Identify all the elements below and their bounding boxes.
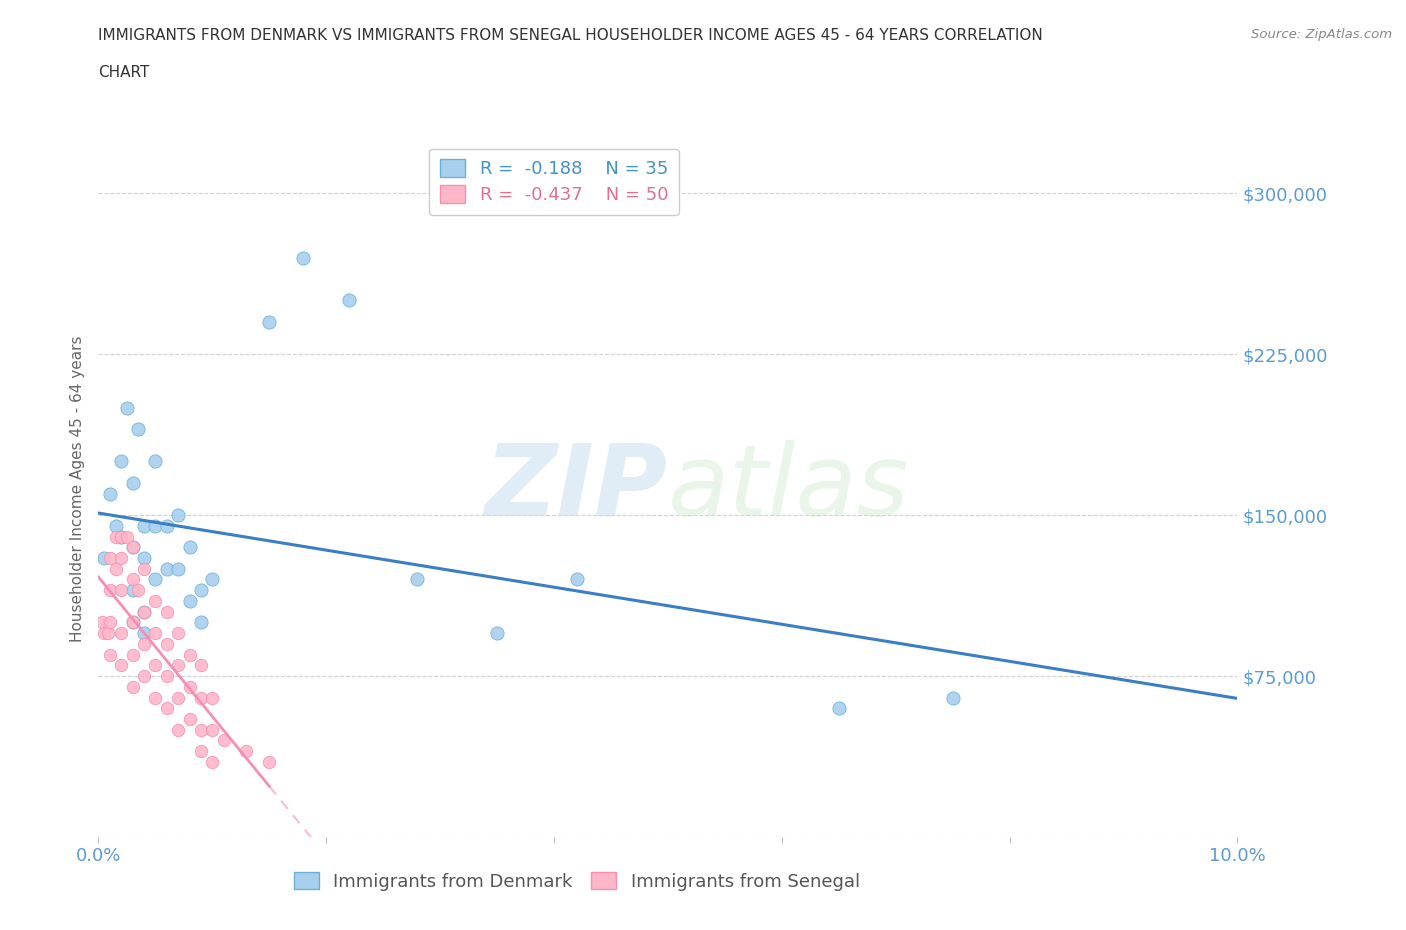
Point	[942, 690, 965, 705]
Point	[115, 400, 138, 415]
Point	[156, 604, 179, 619]
Point	[132, 604, 155, 619]
Point	[121, 539, 143, 554]
Point	[190, 723, 212, 737]
Point	[93, 551, 115, 565]
Text: CHART: CHART	[98, 65, 150, 80]
Point	[110, 551, 132, 565]
Point	[98, 647, 121, 662]
Legend: Immigrants from Denmark, Immigrants from Senegal: Immigrants from Denmark, Immigrants from…	[287, 865, 868, 897]
Point	[201, 754, 224, 769]
Point	[145, 690, 167, 705]
Point	[104, 562, 127, 577]
Point	[132, 518, 155, 533]
Point	[132, 626, 155, 641]
Point	[110, 529, 132, 544]
Point	[110, 529, 132, 544]
Point	[121, 475, 143, 490]
Point	[121, 572, 143, 587]
Point	[98, 615, 121, 630]
Point	[179, 593, 201, 608]
Point	[132, 551, 155, 565]
Point	[156, 562, 179, 577]
Point	[110, 583, 132, 598]
Point	[167, 723, 190, 737]
Point	[104, 529, 127, 544]
Point	[96, 626, 118, 641]
Point	[190, 658, 212, 672]
Point	[167, 508, 190, 523]
Point	[179, 711, 201, 726]
Point	[132, 636, 155, 651]
Point	[201, 572, 224, 587]
Point	[145, 518, 167, 533]
Point	[167, 690, 190, 705]
Point	[156, 636, 179, 651]
Point	[179, 647, 201, 662]
Point	[121, 679, 143, 694]
Point	[121, 539, 143, 554]
Point	[337, 293, 360, 308]
Point	[292, 250, 315, 265]
Point	[145, 593, 167, 608]
Point	[190, 583, 212, 598]
Point	[104, 518, 127, 533]
Point	[145, 626, 167, 641]
Point	[259, 314, 281, 329]
Point	[156, 669, 179, 684]
Text: ZIP: ZIP	[485, 440, 668, 537]
Point	[145, 658, 167, 672]
Point	[259, 754, 281, 769]
Point	[132, 562, 155, 577]
Point	[115, 529, 138, 544]
Point	[190, 744, 212, 759]
Point	[201, 723, 224, 737]
Point	[167, 658, 190, 672]
Point	[145, 454, 167, 469]
Point	[828, 701, 851, 716]
Point	[110, 658, 132, 672]
Text: IMMIGRANTS FROM DENMARK VS IMMIGRANTS FROM SENEGAL HOUSEHOLDER INCOME AGES 45 - : IMMIGRANTS FROM DENMARK VS IMMIGRANTS FR…	[98, 28, 1043, 43]
Point	[93, 626, 115, 641]
Point	[127, 583, 149, 598]
Text: Source: ZipAtlas.com: Source: ZipAtlas.com	[1251, 28, 1392, 41]
Point	[486, 626, 509, 641]
Point	[121, 615, 143, 630]
Point	[167, 626, 190, 641]
Y-axis label: Householder Income Ages 45 - 64 years: Householder Income Ages 45 - 64 years	[70, 335, 86, 642]
Point	[127, 422, 149, 437]
Point	[201, 690, 224, 705]
Text: atlas: atlas	[668, 440, 910, 537]
Point	[98, 551, 121, 565]
Point	[90, 615, 112, 630]
Point	[190, 615, 212, 630]
Point	[98, 583, 121, 598]
Point	[565, 572, 588, 587]
Point	[98, 486, 121, 501]
Point	[179, 539, 201, 554]
Point	[110, 626, 132, 641]
Point	[121, 583, 143, 598]
Point	[212, 733, 235, 748]
Point	[132, 669, 155, 684]
Point	[156, 518, 179, 533]
Point	[179, 679, 201, 694]
Point	[110, 454, 132, 469]
Point	[406, 572, 429, 587]
Point	[156, 701, 179, 716]
Point	[132, 604, 155, 619]
Point	[190, 690, 212, 705]
Point	[121, 615, 143, 630]
Point	[167, 562, 190, 577]
Point	[235, 744, 257, 759]
Point	[121, 647, 143, 662]
Point	[145, 572, 167, 587]
